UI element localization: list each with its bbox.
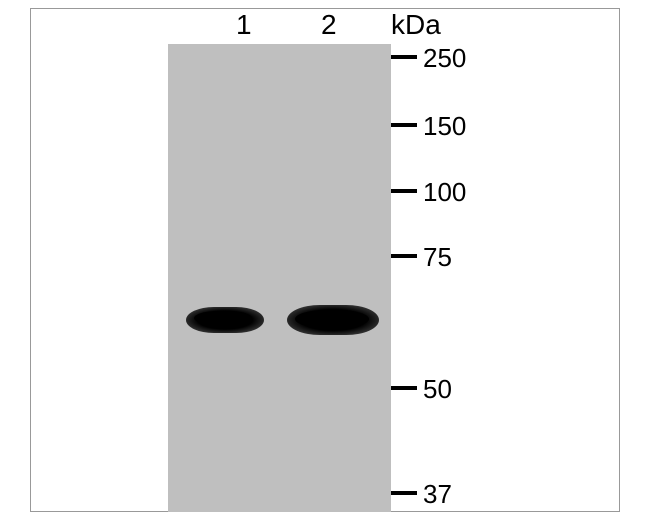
marker-tick-50 bbox=[391, 386, 417, 390]
lane-label-2: 2 bbox=[321, 9, 337, 41]
marker-tick-100 bbox=[391, 189, 417, 193]
band-lane-1 bbox=[186, 307, 264, 333]
marker-tick-75 bbox=[391, 254, 417, 258]
marker-tick-37 bbox=[391, 491, 417, 495]
marker-label-100: 100 bbox=[423, 177, 466, 208]
marker-label-50: 50 bbox=[423, 374, 452, 405]
marker-label-37: 37 bbox=[423, 479, 452, 510]
marker-label-250: 250 bbox=[423, 43, 466, 74]
figure-frame: 1 2 kDa 250 150 100 75 50 37 bbox=[30, 8, 620, 512]
marker-label-150: 150 bbox=[423, 111, 466, 142]
kda-unit-label: kDa bbox=[391, 9, 441, 41]
band-core bbox=[295, 310, 369, 328]
marker-tick-150 bbox=[391, 123, 417, 127]
band-core bbox=[194, 311, 252, 325]
marker-label-75: 75 bbox=[423, 242, 452, 273]
blot-membrane bbox=[168, 44, 391, 512]
band-lane-2 bbox=[287, 305, 379, 335]
lane-label-1: 1 bbox=[236, 9, 252, 41]
marker-tick-250 bbox=[391, 55, 417, 59]
